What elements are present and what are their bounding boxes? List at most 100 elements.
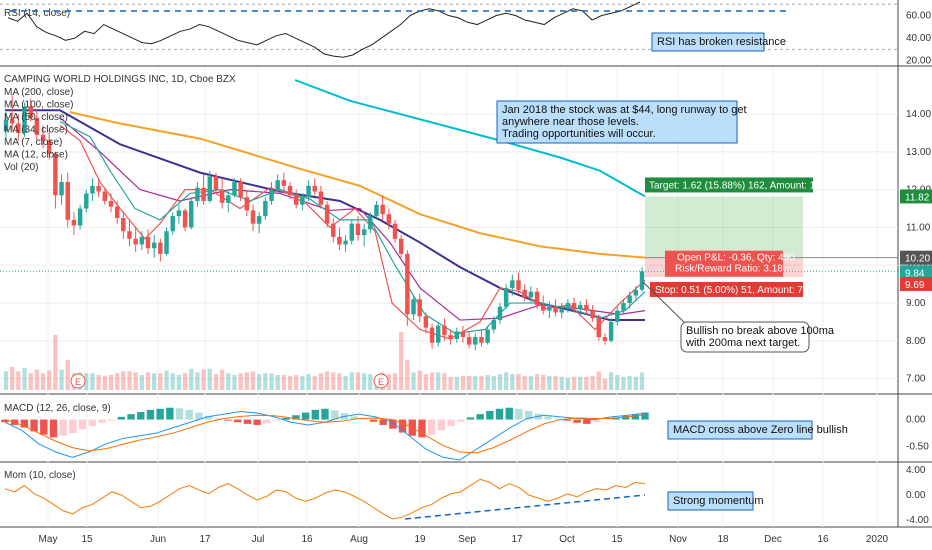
- candle-body: [287, 185, 293, 196]
- volume-bar: [164, 370, 169, 390]
- momentum-tick-label: -4.00: [906, 515, 929, 526]
- volume-bar: [34, 369, 40, 390]
- momentum-panel[interactable]: Mom (10, close): [4, 470, 646, 520]
- time-tick-label: May: [39, 534, 58, 545]
- volume-bar: [559, 376, 564, 390]
- indicator-legend[interactable]: MA (200, close) MA (100, close)MA (50, cl…: [4, 87, 73, 173]
- volume-bar: [615, 375, 620, 390]
- time-tick-label: 19: [414, 534, 426, 545]
- indicator-legend-item[interactable]: Vol (20): [4, 162, 38, 173]
- price-note-text: anywhere near those levels.: [502, 116, 639, 128]
- price-axis[interactable]: 14.0013.0012.0011.0010.009.008.007.0011.…: [900, 11, 932, 527]
- volume-bar: [269, 373, 274, 390]
- candle-body: [127, 231, 132, 239]
- macd-histogram-bar: [398, 419, 407, 433]
- candle-body: [108, 200, 114, 207]
- macd-histogram-bar: [311, 409, 319, 420]
- bullish-note-pointer: [642, 281, 687, 325]
- macd-histogram-bar: [88, 419, 96, 427]
- volume-bar: [102, 375, 107, 390]
- volume-bar: [510, 374, 515, 390]
- bullish-note-text: with 200ma next target.: [685, 337, 800, 349]
- macd-histogram-bar: [389, 419, 397, 429]
- volume-bar: [590, 375, 595, 390]
- indicator-legend-item[interactable]: MA (100, close): [4, 100, 73, 111]
- volume-bar: [90, 373, 95, 390]
- volume-bar: [621, 376, 626, 390]
- macd-panel[interactable]: MACD (12, 26, close, 9): [1, 403, 649, 461]
- price-badge-label: 10.20: [905, 254, 930, 265]
- volume-bar: [405, 360, 410, 390]
- macd-histogram-bar: [544, 416, 552, 420]
- time-tick-label: 16: [817, 534, 829, 545]
- macd-histogram-bar: [457, 419, 465, 422]
- macd-histogram-bar: [1, 419, 9, 423]
- open-pnl-box: [665, 250, 783, 277]
- candle-body: [53, 153, 58, 196]
- volume-bar: [108, 375, 114, 390]
- volume-bar: [28, 373, 33, 390]
- candle-body: [189, 200, 194, 228]
- volume-bar: [608, 372, 614, 390]
- time-tick-label: Jul: [252, 534, 265, 545]
- macd-note-box[interactable]: [667, 420, 813, 440]
- momentum-note-box[interactable]: [667, 491, 754, 511]
- time-axis[interactable]: May 15 Jun 17 Jul 16 Aug 19 Sep 17 Oct 15 Nov 18 Dec 16…: [39, 534, 889, 545]
- grid-lines: [0, 0, 932, 528]
- candle-body: [337, 236, 342, 245]
- volume-bar: [361, 373, 367, 390]
- macd-histogram-bar: [263, 419, 271, 424]
- price-note-box[interactable]: [496, 100, 738, 144]
- candle-body: [22, 106, 27, 133]
- volume-bar: [213, 374, 219, 390]
- macd-histogram-bar: [583, 419, 591, 424]
- macd-histogram-bar: [350, 416, 358, 420]
- candle-body: [263, 200, 268, 217]
- open-pnl-label: Open P&L: -0.36, Qty: 490: [677, 253, 795, 264]
- rsi-note-box[interactable]: [651, 32, 765, 52]
- moving-average-line: [69, 111, 646, 259]
- indicator-legend-item[interactable]: MA (12, close): [4, 150, 68, 161]
- macd-note-text: MACD cross above Zero line bullish: [673, 424, 848, 436]
- annotations[interactable]: RSI has broken resistance Jan 2018 the st…: [496, 32, 848, 511]
- indicator-legend-item[interactable]: MA (34, close): [4, 125, 68, 136]
- volume-bar: [627, 375, 632, 390]
- profit-zone[interactable]: [645, 196, 803, 258]
- volume-bar: [331, 372, 336, 390]
- candle-body: [361, 229, 367, 235]
- volume-bar: [263, 373, 268, 390]
- candle-body: [559, 308, 564, 313]
- rsi-panel[interactable]: RSI (14, close): [0, 1, 898, 58]
- candle-body: [491, 320, 497, 330]
- candle-body: [164, 231, 169, 254]
- volume-bar: [207, 368, 212, 390]
- indicator-legend-item[interactable]: MA (7, close): [4, 137, 62, 148]
- macd-histogram-bar: [282, 417, 290, 420]
- macd-histogram-bar: [476, 414, 484, 420]
- macd-histogram-bar: [234, 419, 242, 423]
- price-badge-label: 9.69: [905, 280, 925, 291]
- rsi-tick-label: 40.00: [906, 33, 931, 44]
- candle-body: [429, 327, 435, 343]
- candle-body: [578, 304, 583, 309]
- macd-histogram-bar: [592, 419, 601, 423]
- candle-body: [133, 238, 138, 245]
- candle-body: [40, 134, 46, 141]
- long-position-tool[interactable]: Target: 1.62 (15.88%) 162, Amount: 1793.…: [0, 177, 898, 297]
- indicator-legend-item[interactable]: MA (50, close): [4, 112, 68, 123]
- candle-body: [392, 223, 398, 239]
- bullish-note-box[interactable]: [680, 321, 810, 353]
- momentum-trendline[interactable]: [404, 494, 646, 520]
- earnings-marker[interactable]: [70, 373, 86, 389]
- price-badge-label: 9.84: [905, 268, 925, 279]
- price-panel[interactable]: Target: 1.62 (15.88%) 162, Amount: 1793.…: [0, 74, 898, 390]
- volume-bar: [571, 376, 577, 390]
- indicator-legend-item[interactable]: MA (200, close): [4, 87, 73, 98]
- candle-body: [374, 204, 379, 217]
- earnings-marker-label: E: [378, 377, 384, 387]
- rsi-line: [7, 1, 641, 58]
- symbol-header[interactable]: CAMPING WORLD HOLDINGS INC, 1D, Cboe BZX: [4, 74, 236, 85]
- earnings-marker[interactable]: [373, 373, 389, 389]
- candle-body: [145, 236, 151, 249]
